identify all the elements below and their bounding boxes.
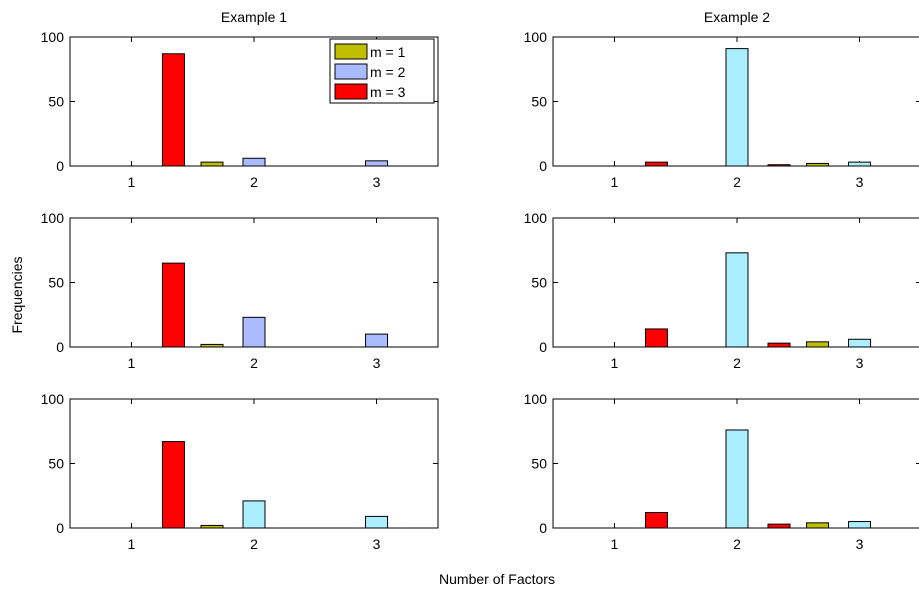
bar	[806, 162, 830, 167]
legend-swatch	[334, 63, 368, 80]
bar	[725, 48, 749, 167]
legend-label: m = 2	[370, 64, 406, 80]
y-tick-label: 50	[48, 275, 64, 291]
y-tick-label: 0	[56, 520, 64, 536]
x-tick-label: 1	[611, 174, 619, 190]
x-tick-label: 3	[856, 536, 864, 552]
x-tick-label: 3	[373, 355, 381, 371]
x-tick-label: 2	[733, 174, 741, 190]
x-tick-label: 1	[611, 355, 619, 371]
bar	[767, 342, 791, 348]
legend-swatch	[334, 83, 368, 100]
y-tick-label: 0	[539, 339, 547, 355]
bar	[848, 338, 872, 348]
legend-label: m = 3	[370, 84, 406, 100]
x-tick-label: 1	[128, 536, 136, 552]
bar	[806, 522, 830, 529]
y-tick-label: 50	[48, 94, 64, 110]
bar	[242, 157, 266, 167]
x-tick-label: 3	[373, 536, 381, 552]
x-tick-label: 2	[250, 174, 258, 190]
bar	[242, 316, 266, 348]
bar	[365, 160, 389, 167]
bar	[365, 333, 389, 348]
y-tick-label: 100	[524, 29, 548, 45]
legend: m = 1 m = 2 m = 3	[329, 38, 435, 104]
bar	[767, 164, 791, 167]
bar	[161, 262, 185, 348]
y-tick-label: 100	[41, 391, 65, 407]
y-axis-label: Frequencies	[9, 256, 25, 333]
chart-panel-6: 0 50 100 1 2 3	[524, 391, 919, 552]
x-tick-label: 2	[733, 355, 741, 371]
bar	[848, 521, 872, 529]
y-tick-label: 100	[524, 391, 548, 407]
y-tick-label: 0	[56, 158, 64, 174]
bar	[644, 512, 668, 529]
bar	[200, 161, 224, 167]
bar	[242, 500, 266, 529]
chart-panel-2: 0 50 100 1 2 3 Example 2	[524, 9, 919, 190]
y-tick-label: 0	[539, 158, 547, 174]
bar	[200, 524, 224, 529]
bar	[200, 343, 224, 348]
y-tick-label: 50	[48, 456, 64, 472]
bar	[365, 515, 389, 529]
chart-panel-1: 0 50 100 1 2 3 Example 1 m = 1 m = 2 m = 3	[41, 9, 439, 190]
bar	[644, 161, 668, 167]
bar	[644, 328, 668, 348]
legend-label: m = 1	[370, 44, 406, 60]
chart-title: Example 1	[221, 9, 287, 25]
chart-title: Example 2	[704, 9, 770, 25]
x-tick-label: 3	[856, 355, 864, 371]
x-tick-label: 3	[856, 174, 864, 190]
legend-swatch	[334, 43, 368, 60]
bar	[725, 429, 749, 529]
x-tick-label: 1	[128, 355, 136, 371]
bar	[767, 523, 791, 529]
chart-panel-3: 0 50 100 1 2 3	[41, 210, 439, 371]
bar	[161, 441, 185, 529]
y-tick-label: 50	[531, 94, 547, 110]
bar	[848, 161, 872, 167]
y-tick-label: 100	[524, 210, 548, 226]
x-tick-label: 1	[128, 174, 136, 190]
bar	[806, 341, 830, 348]
x-tick-label: 2	[250, 355, 258, 371]
y-tick-label: 0	[539, 520, 547, 536]
x-tick-label: 3	[373, 174, 381, 190]
y-tick-label: 100	[41, 29, 65, 45]
chart-panel-4: 0 50 100 1 2 3	[524, 210, 919, 371]
y-tick-label: 50	[531, 275, 547, 291]
x-tick-label: 1	[611, 536, 619, 552]
y-tick-label: 0	[56, 339, 64, 355]
x-tick-label: 2	[250, 536, 258, 552]
x-tick-label: 2	[733, 536, 741, 552]
bar	[161, 53, 185, 167]
chart-panel-5: 0 50 100 1 2 3	[41, 391, 439, 552]
bar	[725, 252, 749, 348]
x-axis-label: Number of Factors	[439, 571, 555, 587]
y-tick-label: 50	[531, 456, 547, 472]
y-tick-label: 100	[41, 210, 65, 226]
